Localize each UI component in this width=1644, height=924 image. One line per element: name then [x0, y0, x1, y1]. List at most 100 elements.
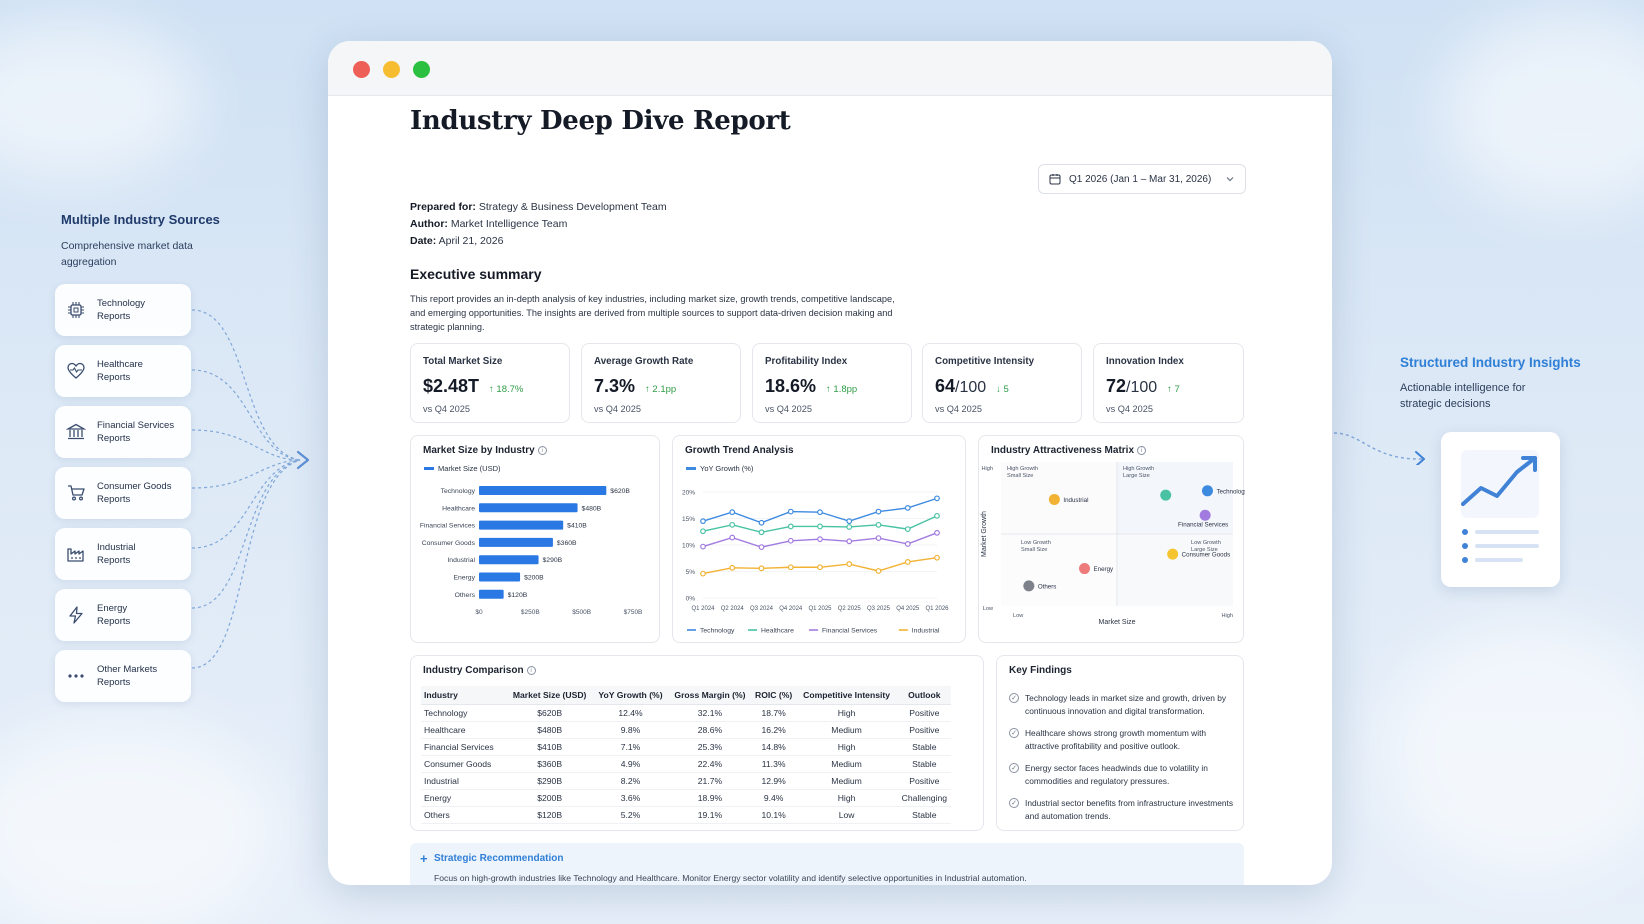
data-point[interactable] [846, 538, 853, 545]
source-card-technology[interactable]: Technology Reports [55, 284, 191, 336]
data-point[interactable] [875, 508, 882, 515]
data-point[interactable] [700, 570, 706, 577]
data-point[interactable] [729, 534, 736, 541]
data-point[interactable] [934, 529, 940, 536]
data-point[interactable] [904, 559, 911, 565]
data-point[interactable] [787, 564, 794, 571]
data-point[interactable] [787, 508, 794, 515]
data-point[interactable] [729, 509, 736, 516]
findings-title: Key Findings [1009, 665, 1072, 676]
data-point[interactable] [758, 565, 765, 572]
data-point[interactable] [729, 521, 736, 528]
data-point[interactable] [846, 561, 853, 567]
recommendation-text: Focus on high-growth industries like Tec… [434, 873, 1027, 883]
data-point[interactable] [904, 541, 911, 547]
data-point[interactable] [817, 536, 823, 543]
bar-healthcare[interactable] [479, 503, 578, 513]
kpi-comparison: vs Q4 2025 [935, 404, 982, 414]
data-point[interactable] [787, 537, 794, 544]
kpi-delta: ↑ 1.8pp [826, 384, 858, 395]
bar-others[interactable] [479, 589, 504, 599]
data-point[interactable] [758, 529, 765, 536]
point-label: Consumer Goods [1182, 552, 1231, 559]
data-point[interactable] [934, 554, 940, 561]
point-energy[interactable] [1079, 563, 1091, 575]
date-range-dropdown[interactable]: Q1 2026 (Jan 1 – Mar 31, 2026) [1038, 164, 1246, 194]
point-label: Financial Services [1178, 521, 1228, 528]
insights-subtitle: Actionable intelligence for strategic de… [1400, 382, 1526, 410]
quadrant-label: High Growth [1123, 466, 1154, 472]
point-technology[interactable] [1201, 485, 1213, 497]
table-cell: 9.4% [751, 789, 796, 807]
category-label: Healthcare [442, 505, 475, 512]
data-point[interactable] [700, 543, 706, 550]
background-cloud [1380, 620, 1644, 880]
finding-item: ✓ Energy sector faces headwinds due to vo… [1009, 762, 1241, 788]
x-tick-label: $250B [521, 609, 540, 616]
data-point[interactable] [817, 509, 823, 516]
window-close-button[interactable] [353, 61, 370, 78]
source-card-energy[interactable]: Energy Reports [55, 589, 191, 641]
data-point[interactable] [875, 568, 882, 574]
table-cell: Stable [897, 738, 951, 756]
data-point[interactable] [758, 519, 765, 526]
data-point[interactable] [904, 526, 911, 532]
bar-energy[interactable] [479, 572, 521, 582]
bar-consumer-goods[interactable] [479, 537, 553, 547]
point-financial-services[interactable] [1199, 509, 1211, 521]
data-point[interactable] [934, 512, 940, 519]
data-point[interactable] [700, 518, 706, 525]
source-card-industrial[interactable]: Industrial Reports [55, 528, 191, 580]
data-point[interactable] [758, 544, 765, 551]
point-others[interactable] [1023, 580, 1035, 592]
source-card-financial-services[interactable]: Financial Services Reports [55, 406, 191, 458]
window-minimize-button[interactable] [383, 61, 400, 78]
y-axis-label: Market Growth [981, 511, 988, 557]
table-cell: 14.8% [751, 738, 796, 756]
table-cell: Medium [795, 721, 898, 739]
data-point[interactable] [934, 495, 940, 502]
info-icon[interactable]: i [1137, 446, 1147, 455]
window-maximize-button[interactable] [413, 61, 430, 78]
bar-technology[interactable] [479, 486, 607, 495]
key-findings-panel: Key Findings ✓ Technology leads in market… [996, 655, 1244, 831]
quadrant-label: Low Growth [1191, 540, 1221, 546]
info-icon[interactable]: i [537, 446, 547, 455]
cart-icon [55, 483, 97, 503]
point-consumer-goods[interactable] [1167, 548, 1179, 560]
table-cell: 11.3% [751, 755, 796, 773]
bar-industrial[interactable] [479, 555, 539, 565]
table-row: Industrial $290B 8.2% 21.7% 12.9% Medium Posit… [421, 772, 951, 790]
table-cell: Medium [795, 755, 898, 773]
data-point[interactable] [700, 528, 706, 535]
kpi-value: 7.3% ↑ 2.1pp [594, 376, 677, 396]
x-tick-label: $0 [475, 609, 483, 616]
kpi-delta: ↓ 5 [996, 384, 1009, 395]
point-healthcare[interactable] [1160, 489, 1172, 501]
bar-value-label: $120B [508, 592, 528, 599]
data-point[interactable] [875, 521, 882, 528]
data-point[interactable] [729, 564, 736, 571]
x-tick-label: Q4 2025 [896, 606, 920, 612]
data-point[interactable] [846, 518, 853, 525]
table-cell: 12.4% [592, 704, 669, 722]
data-point[interactable] [846, 524, 853, 530]
data-point[interactable] [787, 523, 794, 530]
data-point[interactable] [904, 504, 911, 511]
bar-financial-services[interactable] [479, 520, 564, 530]
source-card-healthcare[interactable]: Healthcare Reports [55, 345, 191, 397]
source-card-other-markets[interactable]: Other Markets Reports [55, 650, 191, 702]
data-point[interactable] [817, 564, 823, 571]
info-icon[interactable]: i [526, 666, 536, 675]
data-point[interactable] [817, 523, 823, 530]
point-industrial[interactable] [1048, 493, 1060, 505]
data-point[interactable] [875, 535, 882, 542]
source-card-consumer-goods[interactable]: Consumer Goods Reports [55, 467, 191, 519]
kpi-label: Total Market Size [423, 356, 503, 367]
quadrant-label: Small Size [1007, 473, 1033, 479]
calendar-icon [1049, 174, 1061, 185]
quadrant-bottom-left [1001, 534, 1117, 606]
bar-chart-svg: Market Size (USD) Technology $620B Healthca… [420, 464, 643, 616]
table-cell: $290B [506, 772, 593, 790]
industry-comparison-panel: Industry Comparison i Industry Market Size… [410, 655, 984, 831]
